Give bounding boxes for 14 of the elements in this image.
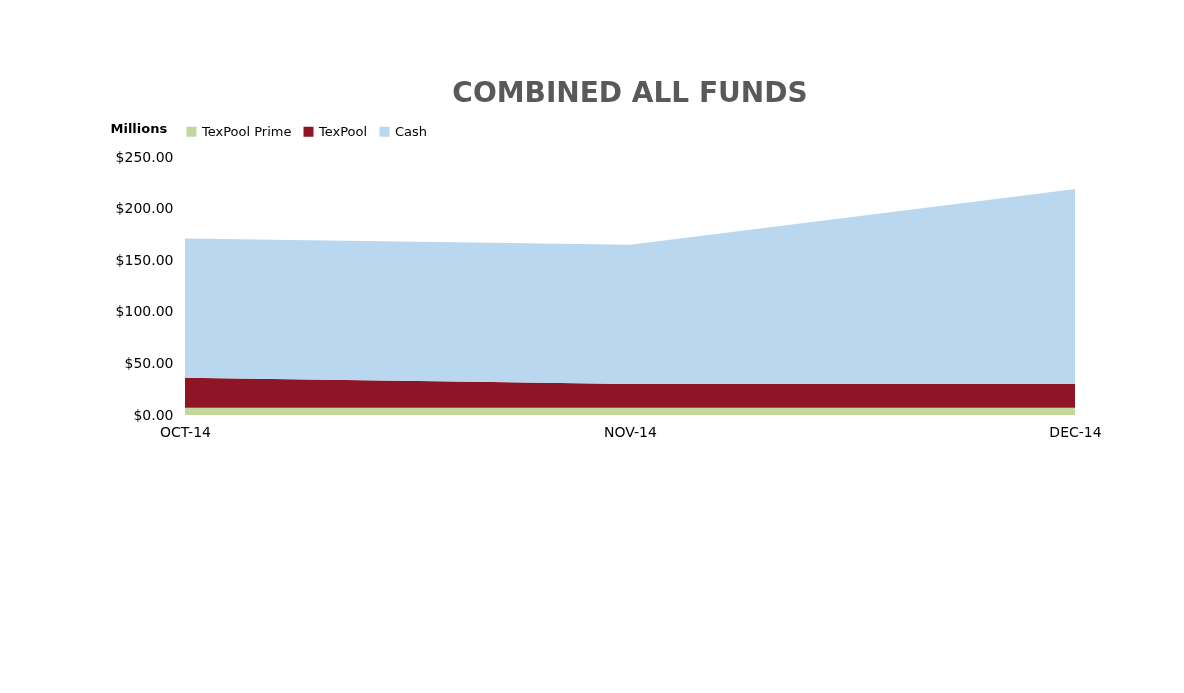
y-axis-title: Millions (110, 120, 168, 136)
y-tick-label: $0.00 (133, 406, 174, 423)
y-tick-label: $100.00 (115, 303, 174, 320)
legend-label: TexPool (318, 123, 368, 139)
y-tick-label: $250.00 (115, 148, 174, 165)
x-tick-label: NOV-14 (604, 423, 658, 440)
legend-label: TexPool Prime (201, 123, 292, 139)
chart-title: COMBINED ALL FUNDS (452, 76, 808, 109)
y-tick-label: $150.00 (115, 251, 174, 268)
y-tick-label: $200.00 (115, 200, 174, 217)
x-tick-label: DEC-14 (1049, 423, 1102, 440)
x-tick-label: OCT-14 (160, 423, 212, 440)
legend-label: Cash (395, 123, 428, 139)
y-tick-label: $50.00 (124, 354, 174, 371)
